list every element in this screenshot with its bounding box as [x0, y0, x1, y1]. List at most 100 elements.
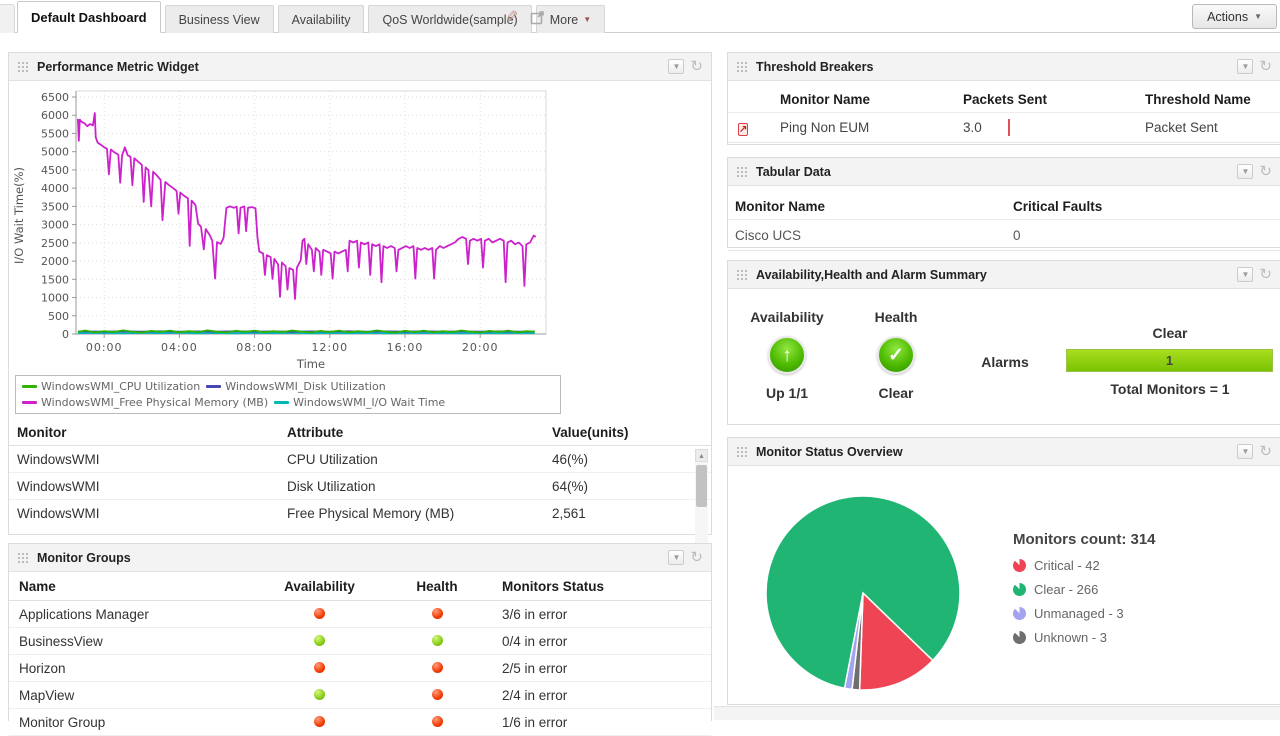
svg-text:20:00: 20:00: [462, 341, 499, 354]
widget-menu-icon[interactable]: ▼: [1237, 164, 1254, 179]
svg-text:16:00: 16:00: [387, 341, 424, 354]
refresh-icon[interactable]: ↻: [1259, 443, 1272, 460]
svg-text:5000: 5000: [41, 146, 69, 159]
actions-button[interactable]: Actions ▼: [1192, 4, 1277, 29]
widget-menu-icon[interactable]: ▼: [1237, 444, 1254, 459]
widget-menu-icon[interactable]: ▼: [668, 550, 685, 565]
tabular-data-row: Cisco UCS 0: [728, 220, 1280, 251]
monitor-name-link[interactable]: Cisco UCS: [735, 227, 802, 243]
panel-title: Threshold Breakers: [756, 59, 874, 74]
widget-menu-icon[interactable]: ▼: [668, 59, 685, 74]
edit-dashboard-icon[interactable]: ✎: [505, 9, 519, 26]
refresh-icon[interactable]: ↻: [1259, 163, 1272, 180]
value-cell: 64(%): [552, 478, 589, 494]
health-status-dot[interactable]: [431, 661, 443, 673]
metric-table-row: WindowsWMI CPU Utilization 46(%): [9, 446, 711, 473]
group-name-link[interactable]: Monitor Group: [19, 714, 106, 730]
open-in-new-icon[interactable]: [530, 10, 545, 25]
pie-legend-item[interactable]: Clear - 266: [1013, 582, 1156, 597]
svg-text:08:00: 08:00: [236, 341, 273, 354]
panel-monitor-groups: Monitor Groups ▼ ↻ Name Availability Hea…: [8, 543, 712, 736]
availability-status-dot[interactable]: [314, 715, 325, 727]
metric-table-row: WindowsWMI Disk Utilization 64(%): [9, 473, 711, 500]
legend-swatch: [22, 385, 37, 389]
monitor-cell[interactable]: WindowsWMI: [17, 478, 100, 494]
tab-qos-worldwide[interactable]: QoS Worldwide(sample): [368, 5, 532, 33]
health-clear-icon[interactable]: ✓: [877, 336, 915, 374]
group-name-link[interactable]: MapView: [19, 687, 75, 703]
drag-handle-icon[interactable]: [17, 60, 30, 73]
availability-label: Availability: [750, 309, 824, 325]
pie-slice-critical[interactable]: [858, 591, 934, 691]
chevron-down-icon: ▼: [583, 15, 592, 24]
refresh-icon[interactable]: ↻: [1259, 58, 1272, 75]
pie-legend-item[interactable]: Unmanaged - 3: [1013, 606, 1156, 621]
availability-status-dot[interactable]: [314, 661, 325, 673]
drag-handle-icon[interactable]: [736, 60, 749, 73]
tab-default-dashboard[interactable]: Default Dashboard: [17, 1, 161, 33]
availability-status-dot[interactable]: [314, 688, 325, 700]
alarm-clear-bar[interactable]: 1: [1066, 349, 1273, 372]
tab-business-view[interactable]: Business View: [164, 5, 274, 33]
svg-text:2500: 2500: [41, 237, 69, 250]
group-name-link[interactable]: Applications Manager: [19, 606, 149, 622]
widget-menu-icon[interactable]: ▼: [1237, 267, 1254, 282]
drag-handle-icon[interactable]: [736, 268, 749, 281]
refresh-icon[interactable]: ↻: [1259, 266, 1272, 283]
health-status-dot[interactable]: [431, 634, 443, 646]
pie-legend-item[interactable]: Critical - 42: [1013, 558, 1156, 573]
availability-status-dot[interactable]: [314, 634, 325, 646]
monitor-name-link[interactable]: Ping Non EUM: [780, 120, 870, 135]
panel-title: Availability,Health and Alarm Summary: [756, 267, 987, 282]
threshold-breach-icon[interactable]: ↗: [738, 122, 749, 136]
widget-menu-icon[interactable]: ▼: [1237, 59, 1254, 74]
monitors-count-label: Monitors count: 314: [1013, 531, 1156, 548]
panel-title: Monitor Status Overview: [756, 444, 903, 459]
pie-slice-clear[interactable]: [765, 495, 961, 690]
group-name-link[interactable]: Horizon: [19, 660, 66, 676]
svg-text:5500: 5500: [41, 127, 69, 140]
threshold-bar: [1008, 119, 1010, 136]
panel-header: Performance Metric Widget ▼ ↻: [9, 53, 711, 81]
tab-availability[interactable]: Availability: [277, 5, 365, 33]
tab-more[interactable]: More ▼: [535, 5, 606, 33]
health-status-dot[interactable]: [431, 715, 443, 727]
health-label: Health: [874, 309, 918, 325]
svg-text:500: 500: [48, 310, 69, 323]
pie-legend-item[interactable]: Unknown - 3: [1013, 630, 1156, 645]
refresh-icon[interactable]: ↻: [690, 58, 703, 75]
panel-header: Monitor Status Overview ▼ ↻: [728, 438, 1280, 466]
health-status-dot[interactable]: [431, 688, 443, 700]
monitors-status-text: 0/4 in error: [502, 633, 568, 649]
panel-performance-metric-widget: Performance Metric Widget ▼ ↻ 0 500 1000 15…: [8, 52, 712, 556]
drag-handle-icon[interactable]: [736, 445, 749, 458]
drag-handle-icon[interactable]: [17, 551, 30, 564]
pie-glyph-icon: [1013, 583, 1026, 596]
availability-status-dot[interactable]: [314, 607, 325, 619]
scroll-up-icon[interactable]: ▲: [695, 449, 708, 462]
monitor-group-row: Horizon 2/5 in error: [9, 655, 711, 682]
monitor-cell[interactable]: WindowsWMI: [17, 506, 100, 521]
tab-stub[interactable]: [0, 4, 15, 33]
scrollbar-thumb[interactable]: [696, 465, 707, 507]
panel-header: Monitor Groups ▼ ↻: [9, 544, 711, 572]
monitor-cell[interactable]: WindowsWMI: [17, 451, 100, 467]
availability-up-icon[interactable]: ↑: [768, 336, 806, 374]
monitors-status-text: 2/4 in error: [502, 687, 568, 703]
monitor-groups-header: Name Availability Health Monitors Status: [9, 572, 711, 601]
svg-text:4000: 4000: [41, 182, 69, 195]
svg-text:Time: Time: [296, 357, 325, 371]
refresh-icon[interactable]: ↻: [690, 549, 703, 566]
col-health: Health: [416, 578, 458, 594]
drag-handle-icon[interactable]: [736, 165, 749, 178]
threshold-breaker-row: ↗ Ping Non EUM 3.0 Packet Sent: [728, 113, 1280, 143]
group-name-link[interactable]: BusinessView: [19, 633, 103, 649]
metric-table-header: Monitor Attribute Value(units): [9, 419, 711, 446]
panel-title: Performance Metric Widget: [37, 59, 199, 74]
scrollbar[interactable]: ▲ ▼: [695, 449, 708, 556]
health-status-dot[interactable]: [431, 607, 443, 619]
col-monitor: Monitor: [17, 424, 67, 440]
col-monitor-name: Monitor Name: [780, 92, 871, 107]
svg-text:1500: 1500: [41, 273, 69, 286]
